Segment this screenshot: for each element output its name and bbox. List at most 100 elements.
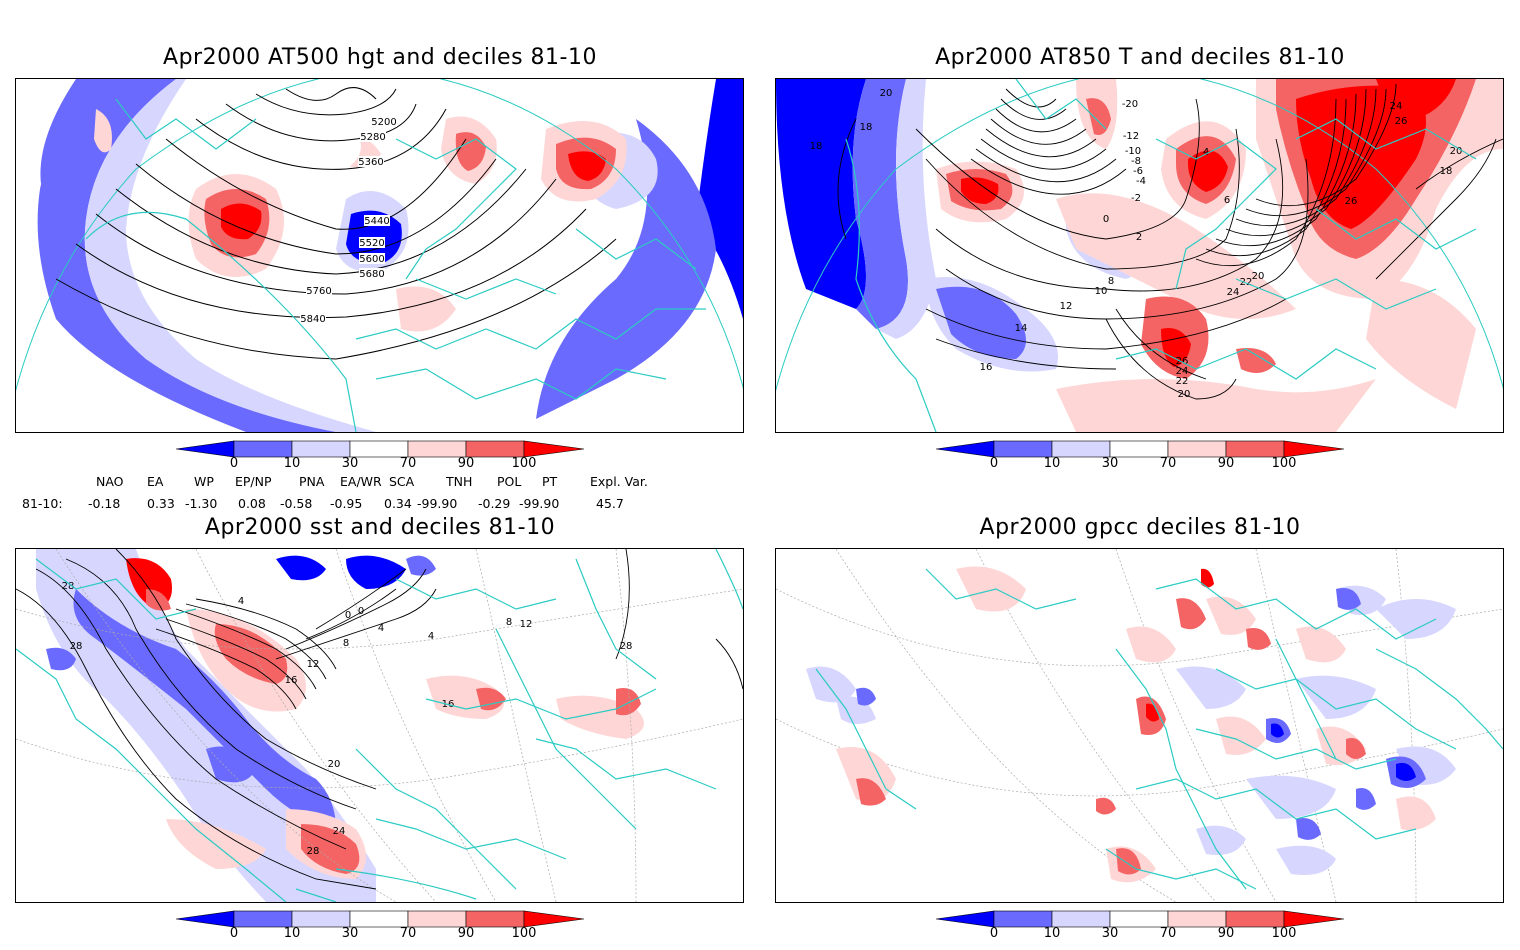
contour-label: 26 bbox=[1395, 116, 1408, 127]
colorbar-segment bbox=[176, 910, 235, 928]
contour-label: -12 bbox=[1123, 131, 1139, 142]
contour-label: 14 bbox=[1015, 323, 1028, 334]
contour-label: 4 bbox=[378, 623, 384, 634]
contour-label: 12 bbox=[1060, 301, 1073, 312]
colorbar-segment bbox=[523, 910, 585, 928]
colorbar-segment bbox=[1225, 440, 1285, 458]
contour-label: 0 bbox=[1103, 214, 1109, 225]
colorbar-segment bbox=[407, 910, 467, 928]
map-sst: 28 28 4 0 0 4 8 12 16 20 24 28 4 16 8 12… bbox=[16, 549, 743, 902]
colorbar-segment bbox=[1225, 910, 1285, 928]
index-value: -0.29 bbox=[478, 496, 511, 511]
colorbar-tick-label: 100 bbox=[511, 926, 537, 941]
contour-label: 18 bbox=[1440, 166, 1453, 177]
colorbar-tick-label: 70 bbox=[399, 926, 417, 941]
contour-label: 4 bbox=[428, 631, 434, 642]
contour-label: 24 bbox=[1176, 366, 1189, 377]
contour-label: 24 bbox=[1390, 101, 1403, 112]
colorbar-tick-label: 90 bbox=[457, 456, 475, 471]
colorbar-scale bbox=[936, 440, 1345, 458]
colorbar-segment bbox=[1051, 440, 1111, 458]
contour-label: 22 bbox=[1176, 376, 1189, 387]
colorbar-tick-label: 10 bbox=[283, 926, 301, 941]
contour-label: 20 bbox=[1252, 271, 1265, 282]
contour-label: 24 bbox=[333, 826, 346, 837]
contour-label: 20 bbox=[1450, 146, 1463, 157]
colorbar-tick-label: 0 bbox=[229, 926, 239, 941]
contour-label: 20 bbox=[1178, 389, 1191, 400]
panel-title-gpcc: Apr2000 gpcc deciles 81-10 bbox=[979, 515, 1301, 540]
contour-label: 28 bbox=[307, 846, 320, 857]
contour-label: 28 bbox=[70, 641, 83, 652]
contour-label: -2 bbox=[1131, 193, 1141, 204]
contour-label: 20 bbox=[328, 759, 341, 770]
index-value: 0.08 bbox=[238, 496, 266, 511]
colorbar-segment bbox=[465, 910, 525, 928]
index-header: NAO bbox=[96, 474, 124, 489]
colorbar-hgt: 0 10 30 70 90 100 bbox=[176, 440, 586, 480]
index-header: WP bbox=[194, 474, 214, 489]
colorbar-sst: 0 10 30 70 90 100 bbox=[176, 910, 586, 950]
colorbar-segment bbox=[1167, 440, 1227, 458]
index-header: PNA bbox=[299, 474, 325, 489]
map-temp: 20 18 18 -20 -12 -10 -8 -6 -4 -2 0 2 4 6… bbox=[776, 79, 1503, 432]
contour-label: 2 bbox=[1136, 232, 1142, 243]
contour-label: 24 bbox=[1227, 287, 1240, 298]
contour-label: 12 bbox=[307, 659, 320, 670]
contour-label: 5760 bbox=[306, 286, 331, 297]
colorbar-scale bbox=[176, 440, 585, 458]
contour-label: 18 bbox=[860, 122, 873, 133]
colorbar-segment bbox=[936, 440, 995, 458]
contour-label: 5360 bbox=[358, 157, 383, 168]
contour-label: 8 bbox=[506, 617, 512, 628]
contour-label: -6 bbox=[1133, 166, 1143, 177]
contour-label: 12 bbox=[520, 619, 533, 630]
colorbar-tick-label: 100 bbox=[1271, 926, 1297, 941]
contour-label: 5280 bbox=[360, 132, 385, 143]
contour-label: 10 bbox=[1095, 286, 1108, 297]
index-header: TNH bbox=[446, 474, 473, 489]
colorbar-tick-label: 100 bbox=[511, 456, 537, 471]
colorbar-segment bbox=[465, 440, 525, 458]
colorbar-segment bbox=[176, 440, 235, 458]
colorbar-tick-label: 70 bbox=[1159, 926, 1177, 941]
colorbar-segment bbox=[993, 440, 1053, 458]
index-header: EP/NP bbox=[235, 474, 272, 489]
colorbar-gpcc: 0 10 30 70 90 100 bbox=[936, 910, 1346, 950]
contour-label: -8 bbox=[1131, 156, 1141, 167]
colorbar-tick-label: 30 bbox=[341, 456, 359, 471]
contour-label: -10 bbox=[1125, 146, 1141, 157]
panel-title-sst: Apr2000 sst and deciles 81-10 bbox=[204, 515, 556, 540]
index-value: -99.90 bbox=[519, 496, 560, 511]
index-header: SCA bbox=[389, 474, 415, 489]
contour-label: 16 bbox=[285, 675, 298, 686]
contour-label: -20 bbox=[1122, 99, 1138, 110]
colorbar-tick-label: 30 bbox=[1101, 926, 1119, 941]
colorbar-segment bbox=[523, 440, 585, 458]
colorbar-segment bbox=[936, 910, 995, 928]
index-value: 0.33 bbox=[147, 496, 175, 511]
colorbar-segment bbox=[349, 440, 409, 458]
colorbar-tick-label: 10 bbox=[1043, 456, 1061, 471]
index-header: Expl. Var. bbox=[590, 474, 648, 489]
contour-label: 16 bbox=[980, 362, 993, 373]
contour-label: 4 bbox=[1203, 147, 1209, 158]
index-value: 0.34 bbox=[384, 496, 412, 511]
contour-label: 5440 bbox=[364, 216, 389, 227]
colorbar-tick-label: 0 bbox=[989, 456, 999, 471]
contour-label: 5520 bbox=[359, 238, 384, 249]
index-value: -0.95 bbox=[330, 496, 363, 511]
contour-label: 0 bbox=[358, 606, 364, 617]
colorbar-tick-label: 0 bbox=[229, 456, 239, 471]
colorbar-segment bbox=[993, 910, 1053, 928]
contour-label: 6 bbox=[1224, 195, 1230, 206]
map-hgt: 5200 5280 5360 5440 5520 5600 5680 5760 … bbox=[16, 79, 743, 432]
contour-label: -4 bbox=[1136, 176, 1146, 187]
contour-label: 8 bbox=[1108, 276, 1114, 287]
colorbar-segment bbox=[1283, 440, 1345, 458]
contour-label: 8 bbox=[343, 638, 349, 649]
contour-label: 28 bbox=[62, 581, 75, 592]
colorbar-tick-label: 90 bbox=[457, 926, 475, 941]
index-value: 45.7 bbox=[596, 496, 624, 511]
colorbar-scale bbox=[936, 910, 1345, 928]
